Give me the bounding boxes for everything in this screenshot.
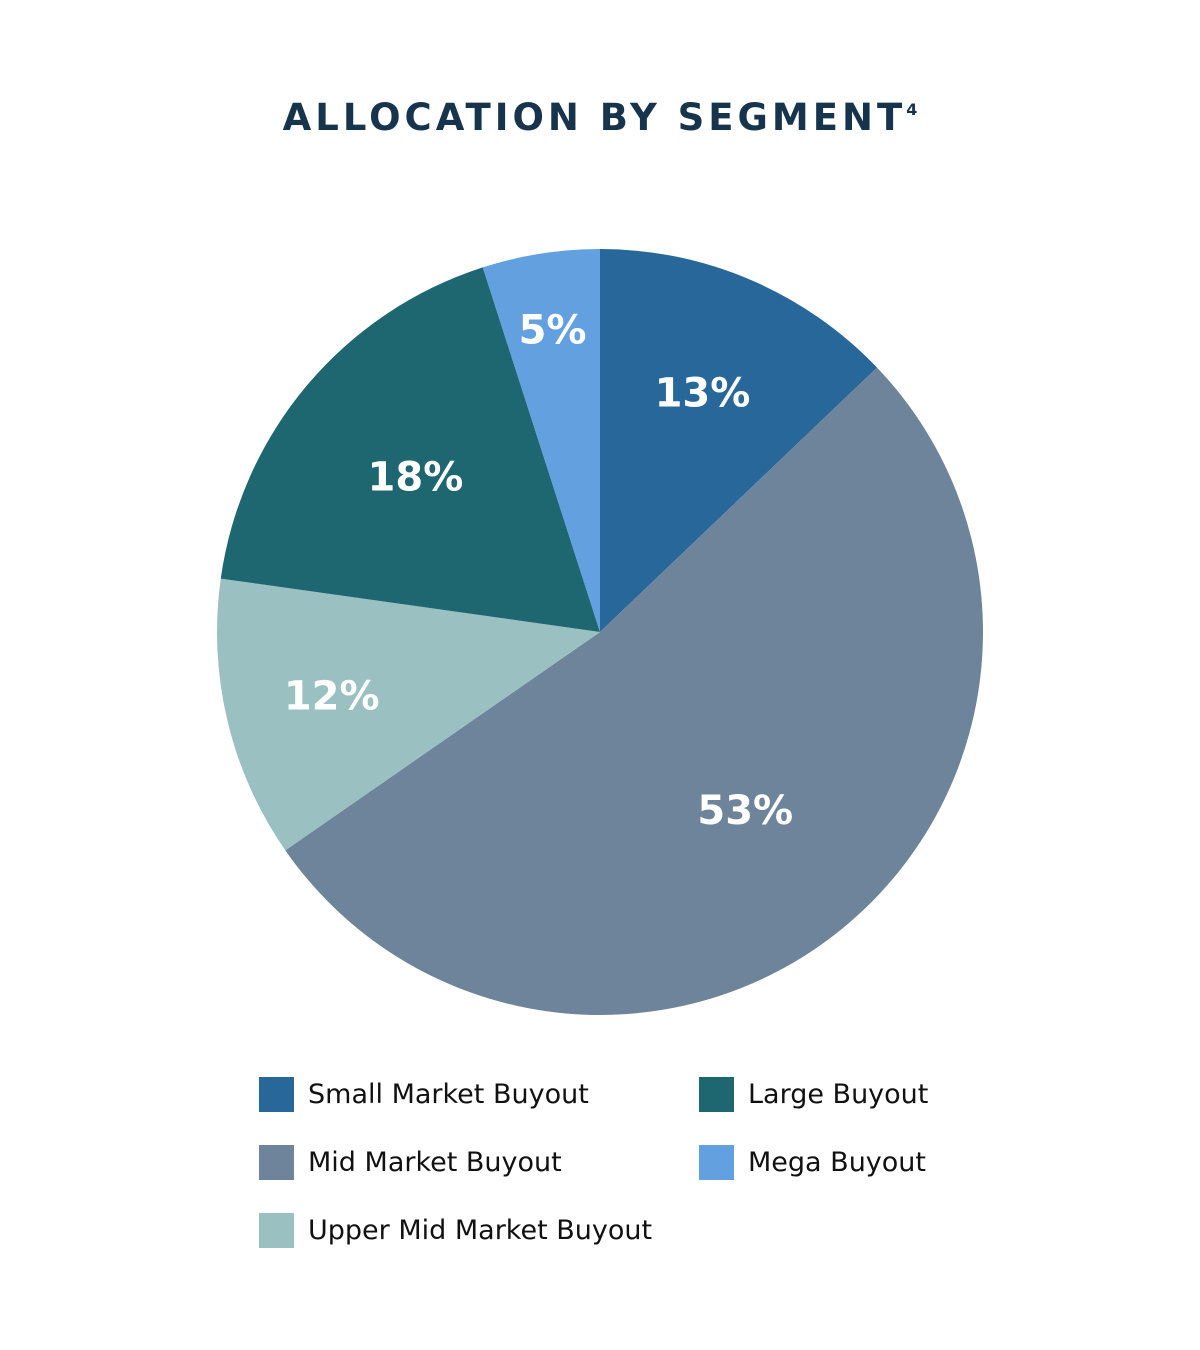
legend-swatch [699,1145,734,1180]
legend-label: Small Market Buyout [308,1079,589,1110]
legend-item: Mid Market Buyout [259,1145,562,1180]
legend-label: Mega Buyout [748,1147,927,1178]
slice-label: 12% [284,674,380,720]
slice-label: 5% [519,307,587,353]
pie-slice-upper-mid-market-buyout [217,578,601,851]
pie-slice-large-buyout [220,267,600,632]
legend-item: Large Buyout [699,1077,928,1112]
legend-swatch [259,1077,294,1112]
legend-swatch [259,1145,294,1180]
legend-label: Upper Mid Market Buyout [308,1215,653,1246]
legend-swatch [699,1077,734,1112]
legend-label: Large Buyout [748,1079,929,1110]
pie-slice-mega-buyout [482,249,600,632]
pie-slice-small-market-buyout [600,249,878,632]
legend-item: Small Market Buyout [259,1077,589,1112]
slice-label: 18% [368,455,464,501]
chart-title: ALLOCATION BY SEGMENT4 [282,96,918,139]
legend-item: Mega Buyout [699,1145,926,1180]
legend-swatch [259,1213,294,1248]
slice-label: 53% [697,788,793,834]
legend-item: Upper Mid Market Buyout [259,1213,652,1248]
legend-label: Mid Market Buyout [308,1147,562,1178]
pie-slice-mid-market-buyout [285,367,984,1016]
slice-label: 13% [655,371,751,417]
title-footnote: 4 [906,100,918,119]
